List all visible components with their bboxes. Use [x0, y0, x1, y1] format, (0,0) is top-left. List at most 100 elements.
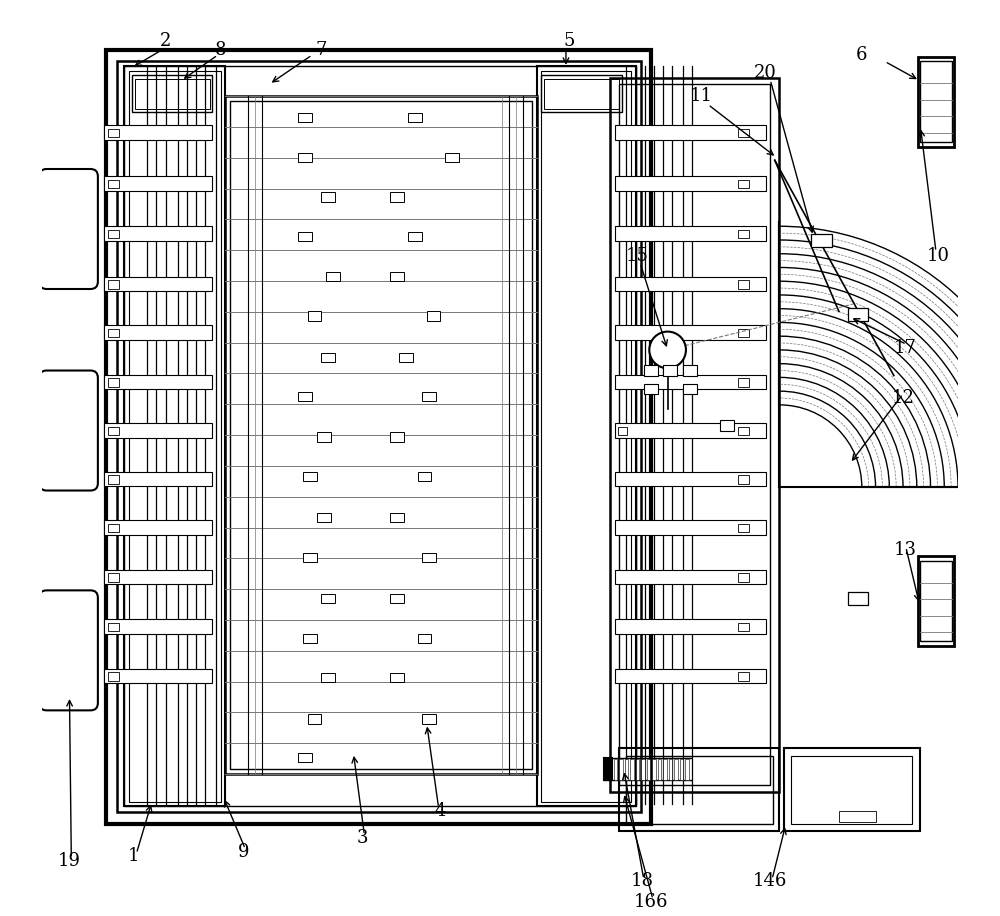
Bar	[132, 75, 212, 112]
Text: 11: 11	[690, 87, 713, 105]
Bar	[104, 125, 212, 140]
Bar	[738, 475, 749, 484]
Bar	[108, 672, 119, 681]
Text: 7: 7	[316, 41, 327, 60]
Bar	[669, 759, 672, 780]
Text: 1: 1	[128, 847, 139, 866]
Bar	[390, 192, 404, 202]
Bar	[614, 759, 617, 780]
Bar	[108, 573, 119, 582]
Bar	[104, 277, 212, 291]
Bar	[108, 524, 119, 532]
Bar	[604, 758, 612, 780]
Bar	[321, 673, 335, 682]
Bar	[738, 230, 749, 238]
Text: 166: 166	[634, 893, 668, 911]
Bar	[298, 232, 312, 241]
Bar	[920, 561, 952, 641]
Bar	[738, 623, 749, 631]
Bar	[408, 113, 422, 122]
Bar	[422, 553, 436, 562]
Bar	[303, 634, 317, 643]
Bar	[106, 50, 651, 824]
Bar	[738, 180, 749, 188]
Bar	[663, 759, 667, 780]
Bar	[918, 57, 954, 147]
Bar	[108, 329, 119, 337]
Bar	[117, 61, 641, 812]
Bar	[104, 619, 212, 634]
Bar	[848, 308, 868, 321]
Bar	[644, 384, 658, 394]
Bar	[390, 513, 404, 522]
Text: 8: 8	[215, 41, 226, 60]
Bar	[108, 475, 119, 484]
Bar	[298, 113, 312, 122]
Bar	[326, 272, 340, 281]
Bar	[321, 192, 335, 202]
Bar	[784, 748, 920, 831]
Bar	[104, 520, 212, 535]
Bar	[422, 714, 436, 724]
Bar	[614, 375, 766, 389]
Bar	[135, 79, 210, 109]
FancyBboxPatch shape	[39, 169, 98, 289]
Text: 4: 4	[435, 802, 446, 820]
Bar	[630, 759, 634, 780]
Bar	[614, 669, 766, 683]
Text: 20: 20	[754, 64, 777, 82]
Bar	[618, 427, 627, 435]
Bar	[738, 378, 749, 387]
Bar	[652, 759, 656, 780]
Bar	[230, 101, 532, 769]
Bar	[920, 61, 952, 142]
Bar	[390, 272, 404, 281]
Text: 9: 9	[238, 843, 249, 861]
Bar	[614, 325, 766, 340]
Text: 5: 5	[563, 32, 574, 50]
Bar	[685, 759, 689, 780]
Bar	[427, 311, 440, 321]
Text: 12: 12	[892, 389, 914, 408]
Bar	[124, 66, 636, 806]
Bar	[683, 384, 697, 394]
Bar	[104, 669, 212, 683]
Text: 2: 2	[160, 32, 171, 50]
Bar	[537, 66, 636, 806]
Bar	[738, 129, 749, 137]
Bar	[614, 226, 766, 241]
Bar	[418, 634, 431, 643]
Bar	[104, 423, 212, 438]
Bar	[308, 714, 321, 724]
Bar	[124, 66, 225, 806]
Bar	[418, 472, 431, 481]
Bar	[619, 84, 770, 785]
Text: 3: 3	[357, 829, 368, 847]
Bar	[104, 176, 212, 191]
Bar	[544, 79, 619, 109]
Bar	[738, 672, 749, 681]
Bar	[298, 153, 312, 162]
Bar	[303, 472, 317, 481]
Bar	[108, 378, 119, 387]
Bar	[308, 311, 321, 321]
Bar	[108, 129, 119, 137]
Bar	[614, 125, 766, 140]
Bar	[811, 234, 832, 247]
Bar	[738, 329, 749, 337]
Text: 17: 17	[893, 339, 916, 357]
Bar	[390, 432, 404, 442]
Bar	[674, 759, 678, 780]
Bar	[647, 759, 650, 780]
Circle shape	[649, 332, 686, 368]
Bar	[625, 759, 628, 780]
Bar	[663, 365, 677, 376]
Bar	[104, 472, 212, 486]
Bar	[298, 392, 312, 401]
Text: 13: 13	[893, 540, 916, 559]
Bar	[317, 432, 331, 442]
Bar	[422, 392, 436, 401]
Bar	[614, 472, 766, 486]
Bar	[614, 619, 766, 634]
Bar	[108, 427, 119, 435]
